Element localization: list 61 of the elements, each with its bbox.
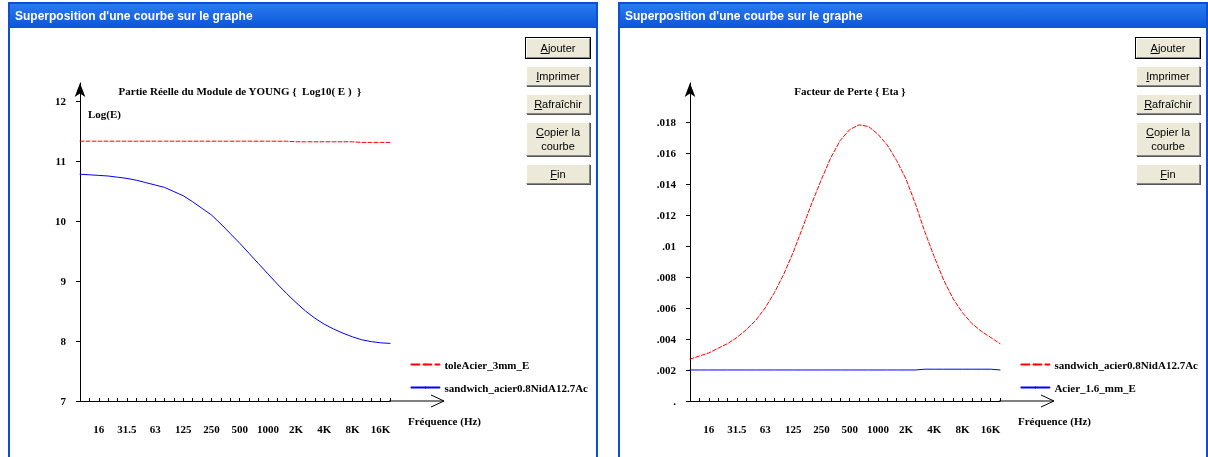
x-tick-label: 1000	[866, 422, 890, 435]
y-tick-label: .012	[656, 208, 677, 221]
button: Copier la courbe	[1136, 122, 1200, 156]
y-tick-label: .014	[656, 177, 677, 190]
x-tick-label: 2K	[289, 422, 304, 435]
y-tick-label: .016	[656, 146, 677, 159]
x-axis-title: Fréquence (Hz)	[1018, 414, 1092, 428]
button: Ajouter	[526, 38, 590, 58]
x-tick-label: 1000	[256, 422, 280, 435]
legend-label: sandwich_acier0.8NidA12.7Ac	[1054, 358, 1199, 371]
x-tick-label: 250	[813, 422, 831, 435]
chart-subtitle: Facteur de Perte { Eta }	[794, 84, 906, 97]
button: Imprimer	[1136, 66, 1200, 86]
button: Ajouter	[1136, 38, 1200, 58]
y-tick-label: 7	[60, 395, 67, 407]
legend-label: toleAcier_3mm_E	[444, 358, 530, 371]
button: Fin	[1136, 164, 1200, 184]
x-tick-label: 250	[203, 422, 221, 435]
y-tick-label: .006	[656, 301, 677, 314]
button: Rafraîchir	[526, 94, 590, 114]
x-tick-label: 125	[175, 422, 193, 435]
chart-subtitle: Partie Réelle du Module de YOUNG { Log10( E ) }	[118, 84, 362, 98]
y-tick-label: .018	[656, 115, 677, 128]
chart-title: Superposition d'une courbe sur le graphe	[10, 4, 596, 28]
x-tick-label: 63	[149, 422, 162, 435]
x-tick-label: 2K	[899, 422, 914, 435]
button: Rafraîchir	[1136, 94, 1200, 114]
y-tick-label: .002	[656, 363, 677, 376]
x-tick-label: 16	[93, 422, 105, 435]
x-tick-label: 8K	[955, 422, 970, 435]
y-tick-label: 8	[60, 335, 67, 347]
y-tick-label: 12	[55, 95, 67, 107]
x-tick-label: 4K	[317, 422, 332, 435]
x-tick-label: 125	[785, 422, 803, 435]
y-tick-label: .01	[662, 239, 676, 252]
line-series	[689, 124, 1001, 360]
x-tick-label: 4K	[927, 422, 942, 435]
x-tick-label: 500	[841, 422, 859, 435]
y-tick-label: .	[673, 395, 677, 407]
legend-label: sandwich_acier0.8NidA12.7Ac	[444, 381, 589, 394]
y-tick-label: .004	[656, 332, 677, 345]
line-series	[79, 173, 391, 344]
button: Imprimer	[526, 66, 590, 86]
x-tick-label: 31.5	[727, 422, 748, 435]
x-tick-label: 31.5	[117, 422, 138, 435]
chart-title: Superposition d'une courbe sur le graphe	[620, 4, 1206, 28]
x-tick-label: 8K	[345, 422, 360, 435]
y-tick-label: 10	[55, 215, 67, 227]
button: Fin	[526, 164, 590, 184]
x-tick-label: 63	[759, 422, 772, 435]
x-axis-title: Fréquence (Hz)	[408, 414, 482, 428]
x-tick-label: 16	[703, 422, 715, 435]
x-tick-label: 500	[231, 422, 249, 435]
y-tick-label: 9	[60, 275, 67, 287]
legend-label: Acier_1.6_mm_E	[1054, 381, 1136, 394]
x-tick-label: 16K	[980, 422, 1001, 435]
x-tick-label: 16K	[370, 422, 391, 435]
button: Copier la courbe	[526, 122, 590, 156]
y-tick-label: 11	[55, 155, 66, 167]
y-tick-label: .008	[656, 270, 677, 283]
y-axis-title: Log(E)	[88, 107, 122, 121]
